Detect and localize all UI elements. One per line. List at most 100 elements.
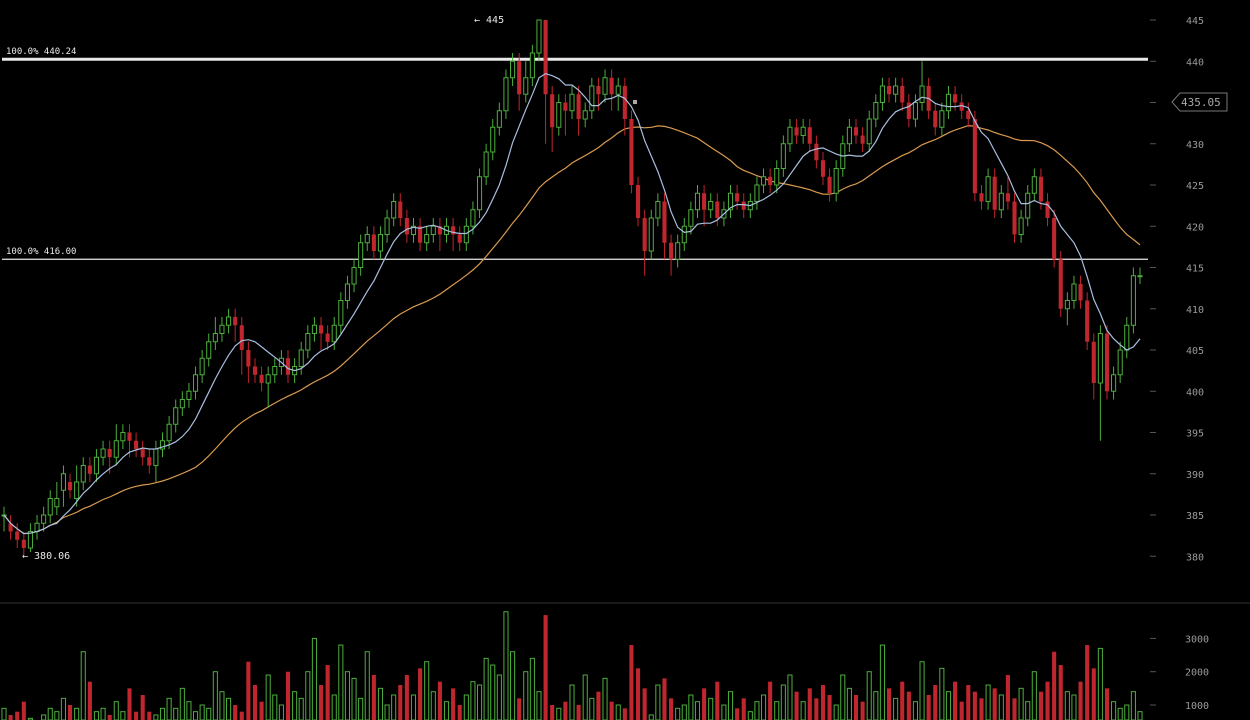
candle-body-up [556, 102, 562, 128]
candle-body-down [21, 539, 26, 548]
candle-body-down [1085, 300, 1090, 342]
candle-body-down [609, 77, 614, 95]
candle-body-up [496, 110, 502, 128]
candle-body-up [912, 102, 918, 120]
candle-body-up [694, 192, 701, 211]
candle-body-up [945, 93, 952, 112]
candle-body-up [1031, 176, 1037, 194]
price-axis: 4454404354304254204154104054003953903853… [1150, 16, 1204, 563]
volume-bar-down [1058, 665, 1063, 720]
candle-body-up [212, 333, 218, 343]
candle-body-down [15, 531, 20, 540]
candle-body-up [569, 93, 575, 112]
volume-bar-up [556, 707, 562, 720]
candle-body-up [523, 77, 529, 95]
candle-body-up [1025, 192, 1031, 219]
volume-bar-up [219, 691, 225, 720]
candle-body-up [675, 242, 681, 260]
candle-body-down [259, 374, 264, 383]
volume-bar-down [827, 695, 832, 720]
volume-bar-down [147, 711, 152, 720]
candle-body-up [166, 423, 172, 442]
candle-body-down [814, 143, 819, 161]
moving-average-slow [3, 124, 1141, 535]
candle-body-down [1012, 201, 1017, 235]
volume-bar-up [298, 697, 304, 720]
volume-bar-up [760, 694, 767, 720]
candle-body-up [186, 390, 192, 400]
candle-body-down [437, 226, 442, 235]
volume-axis: 3000 2000 1000 [1150, 634, 1209, 712]
candle-body-down [1058, 259, 1063, 309]
volume-bar-up [206, 707, 212, 720]
candle-body-up [919, 85, 925, 103]
volume-bar-down [860, 701, 865, 720]
volume-bar-down [715, 681, 720, 720]
volume-bar-down [398, 685, 403, 720]
volume-bar-up [1, 707, 7, 720]
volume-bar-up [344, 671, 350, 720]
volume-bar-down [735, 708, 740, 720]
candle-body-down [457, 234, 462, 243]
volume-bars [1, 611, 1143, 720]
candle-body-up [787, 126, 793, 145]
candle-body-down [992, 176, 997, 210]
candle-body-down [768, 176, 773, 185]
volume-bar-up [1064, 691, 1070, 720]
candle-body-down [853, 127, 859, 136]
candle-body-up [490, 126, 496, 153]
volume-bar-up [173, 707, 179, 720]
volume-bar-down [1005, 675, 1010, 720]
volume-bar-up [292, 691, 298, 720]
volume-bar-up [648, 714, 654, 720]
candle-body-down [979, 193, 984, 202]
candle-body-up [754, 184, 760, 202]
current-price-label: 435.05 [1181, 96, 1221, 109]
candle-body-down [127, 432, 132, 441]
candle-body-down [451, 226, 456, 235]
volume-bar-up [410, 694, 417, 720]
volume-bar-down [325, 665, 330, 720]
volume-bar-down [662, 678, 667, 720]
candle-body-up [774, 168, 780, 186]
volume-bar-up [358, 697, 364, 720]
candle-body-up [985, 176, 991, 202]
candle-body-up [1117, 349, 1123, 376]
volume-bar-up [186, 701, 192, 720]
volume-bar-up [589, 697, 595, 720]
candle-body-down [622, 86, 627, 119]
high-marker: ← 445 [474, 15, 504, 26]
candle-body-up [298, 349, 304, 367]
volume-bar-down [1012, 698, 1017, 720]
candle-body-down [596, 86, 601, 95]
price-tick-label: 400 [1186, 387, 1204, 398]
volume-bar-up [1117, 707, 1123, 720]
candle-body-down [87, 465, 92, 474]
volume-bar-down [404, 675, 409, 720]
volume-bar-up [893, 697, 899, 720]
volume-bar-up [364, 651, 370, 720]
volume-bar-down [1104, 688, 1110, 720]
candle-body-up [358, 242, 364, 268]
candle-body-up [54, 498, 60, 508]
volume-bar-up [912, 701, 918, 720]
volume-bar-up [602, 677, 608, 720]
candle-body-up [305, 333, 311, 351]
volume-bar-down [992, 688, 997, 720]
candle-body-down [860, 135, 865, 144]
candle-body-down [820, 160, 826, 177]
candle-body-up [846, 126, 852, 145]
candle-body-up [120, 432, 126, 442]
volume-bar-up [1111, 701, 1117, 720]
candle-body-up [1064, 300, 1070, 310]
volume-bar-up [496, 674, 502, 720]
candle-body-up [476, 176, 483, 211]
volume-bar-up [998, 694, 1004, 720]
candle-body-up [391, 201, 397, 219]
volume-bar-down [517, 698, 522, 720]
volume-bar-down [669, 698, 674, 720]
candle-body-up [503, 77, 509, 112]
candle-body-down [140, 449, 145, 458]
volume-bar-down [87, 681, 92, 720]
candle-body-up [34, 522, 40, 532]
